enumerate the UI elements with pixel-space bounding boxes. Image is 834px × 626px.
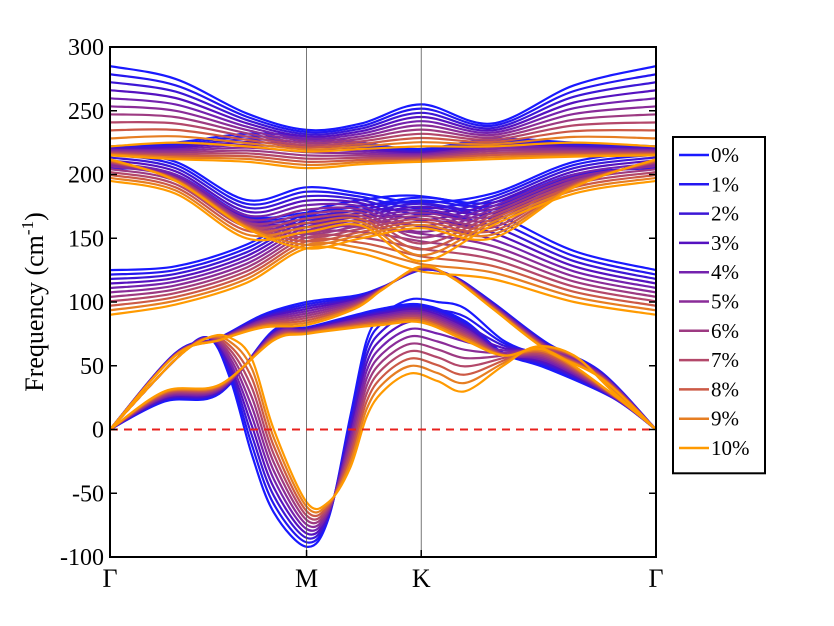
dispersion-curves bbox=[110, 65, 656, 548]
legend-label: 10% bbox=[711, 436, 750, 460]
y-tick-label: -100 bbox=[60, 545, 104, 571]
legend-label: 0% bbox=[711, 143, 739, 167]
x-tick: Γ bbox=[648, 550, 664, 593]
legend-label: 6% bbox=[711, 319, 739, 343]
legend-box bbox=[672, 136, 766, 475]
y-tick: 0 bbox=[92, 418, 656, 444]
curve-O4-10pct bbox=[110, 154, 656, 170]
y-tick: 50 bbox=[80, 354, 656, 380]
legend-entry: 7% bbox=[679, 348, 739, 372]
curve-O4-6pct bbox=[110, 149, 656, 158]
curve-O3-7pct bbox=[110, 171, 656, 245]
legend-label: 5% bbox=[711, 290, 739, 314]
curve-O4-9pct bbox=[110, 153, 656, 167]
y-tick: 300 bbox=[68, 35, 656, 61]
curve-O5-3pct bbox=[110, 89, 656, 138]
y-tick-label: 300 bbox=[68, 35, 104, 61]
curve-O2-10pct bbox=[110, 158, 656, 250]
y-tick-label: 50 bbox=[80, 354, 104, 380]
legend-label: 9% bbox=[711, 407, 739, 431]
x-tick-label: Γ bbox=[102, 564, 117, 593]
series-10pct bbox=[110, 141, 656, 511]
y-tick: 150 bbox=[68, 226, 656, 252]
legend-entry: 2% bbox=[679, 202, 739, 226]
curve-O1-9pct bbox=[110, 241, 656, 312]
y-tick-label: 200 bbox=[68, 163, 104, 189]
y-tick: 250 bbox=[68, 99, 656, 125]
legend-entry: 5% bbox=[679, 290, 739, 314]
y-tick-label: 250 bbox=[68, 99, 104, 125]
curve-TA-6pct bbox=[110, 313, 656, 431]
x-tick-label: M bbox=[295, 564, 318, 593]
curve-O3-10pct bbox=[110, 179, 656, 263]
curve-ZA-0pct bbox=[110, 297, 656, 548]
legend-label: 4% bbox=[711, 260, 739, 284]
curve-O3-1pct bbox=[110, 153, 656, 210]
legend-entry: 4% bbox=[679, 260, 739, 284]
curve-O5-9pct bbox=[110, 135, 656, 151]
curve-O5-6pct bbox=[110, 113, 656, 145]
curve-O3-0pct bbox=[110, 150, 656, 204]
legend-label: 7% bbox=[711, 348, 739, 372]
curve-O5-7pct bbox=[110, 120, 656, 147]
legend-entry: 8% bbox=[679, 377, 739, 401]
curve-O3-4pct bbox=[110, 162, 656, 228]
curve-O3-9pct bbox=[110, 176, 656, 257]
x-tick: K bbox=[412, 550, 431, 593]
legend-label: 3% bbox=[711, 231, 739, 255]
curve-O5-5pct bbox=[110, 105, 656, 143]
curve-O5-2pct bbox=[110, 81, 656, 136]
legend-entry: 1% bbox=[679, 172, 739, 196]
y-tick: -100 bbox=[60, 545, 656, 571]
y-axis-ticks: -100 -50 0 50 100 150 200 250 300 bbox=[60, 35, 656, 571]
y-tick-label: 0 bbox=[92, 418, 104, 444]
curve-O1-5pct bbox=[110, 225, 656, 294]
curve-O5-1pct bbox=[110, 73, 656, 134]
curve-O5-8pct bbox=[110, 128, 656, 149]
legend: 0% 1% 2% 3% 4% 5% 6% 7% 8% 9% 10% bbox=[672, 136, 766, 475]
legend-entry: 6% bbox=[679, 319, 739, 343]
curve-O5-4pct bbox=[110, 97, 656, 140]
y-tick: 200 bbox=[68, 163, 656, 189]
y-tick-label: 150 bbox=[68, 226, 104, 252]
y-axis-label: Frequency (cm-1) bbox=[18, 212, 49, 392]
y-tick: 100 bbox=[68, 290, 656, 316]
curve-O4-4pct bbox=[110, 143, 656, 156]
curve-O4-5pct bbox=[110, 146, 656, 157]
curve-O3-8pct bbox=[110, 173, 656, 251]
curve-O1-10pct bbox=[110, 245, 656, 316]
legend-entry: 10% bbox=[679, 436, 750, 460]
curve-ZA-2pct bbox=[110, 312, 656, 540]
legend-label: 8% bbox=[711, 377, 739, 401]
x-tick-label: Γ bbox=[648, 564, 663, 593]
curve-O4-8pct bbox=[110, 152, 656, 164]
curve-O1-2pct bbox=[110, 208, 656, 281]
legend-entry: 3% bbox=[679, 231, 739, 255]
x-tick-label: K bbox=[412, 564, 431, 593]
curve-ZA-1pct bbox=[110, 305, 656, 544]
curve-O4-7pct bbox=[110, 151, 656, 160]
legend-entry: 0% bbox=[679, 143, 739, 167]
high-symmetry-lines bbox=[306, 47, 422, 557]
x-tick: Γ bbox=[102, 550, 118, 593]
curve-O1-8pct bbox=[110, 237, 656, 307]
y-tick-label: -50 bbox=[72, 481, 104, 507]
legend-entry: 9% bbox=[679, 407, 739, 431]
curve-O3-3pct bbox=[110, 159, 656, 222]
legend-label: 2% bbox=[711, 202, 739, 226]
y-tick-label: 100 bbox=[68, 290, 104, 316]
curve-O5-0pct bbox=[110, 65, 656, 132]
curve-LA-10pct bbox=[110, 264, 656, 431]
y-tick: -50 bbox=[72, 481, 656, 507]
curve-O3-2pct bbox=[110, 156, 656, 216]
curve-ZA-10pct bbox=[110, 333, 656, 511]
curve-O5-10pct bbox=[110, 141, 656, 153]
x-tick: M bbox=[295, 550, 318, 593]
legend-label: 1% bbox=[711, 172, 739, 196]
